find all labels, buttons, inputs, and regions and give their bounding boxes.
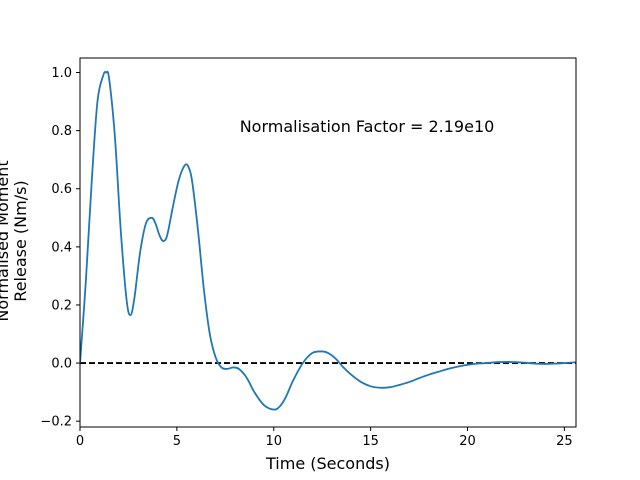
y-tick-label: 0.8 <box>51 124 72 139</box>
y-tick-label: −0.2 <box>40 415 72 430</box>
y-axis-title-line1: Normalised Moment <box>0 160 12 321</box>
series-line-0 <box>80 70 576 411</box>
y-axis-title-line2: Release (Nm/s) <box>11 180 30 301</box>
axes-frame <box>79 57 577 428</box>
y-tick-label: 1.0 <box>51 66 72 81</box>
y-tick-label: 0.2 <box>51 298 72 313</box>
x-tick-label: 15 <box>362 434 379 449</box>
y-tick-label: 0.4 <box>51 240 72 255</box>
axes: 0 5 10 15 20 25 −0.2 0.0 0.2 0.4 0.6 0.8 1.0 <box>40 57 577 449</box>
plot-area <box>80 70 576 411</box>
y-tick-label: 0.6 <box>51 182 72 197</box>
x-tick-label: 20 <box>459 434 476 449</box>
y-tick-label: 0.0 <box>51 357 72 372</box>
x-axis-title: Time (Seconds) <box>265 454 390 473</box>
x-tick-label: 10 <box>265 434 282 449</box>
x-tick-label: 0 <box>76 434 84 449</box>
x-tick-label: 25 <box>556 434 573 449</box>
chart-annotation: Normalisation Factor = 2.19e10 <box>240 117 495 136</box>
x-tick-label: 5 <box>173 434 181 449</box>
